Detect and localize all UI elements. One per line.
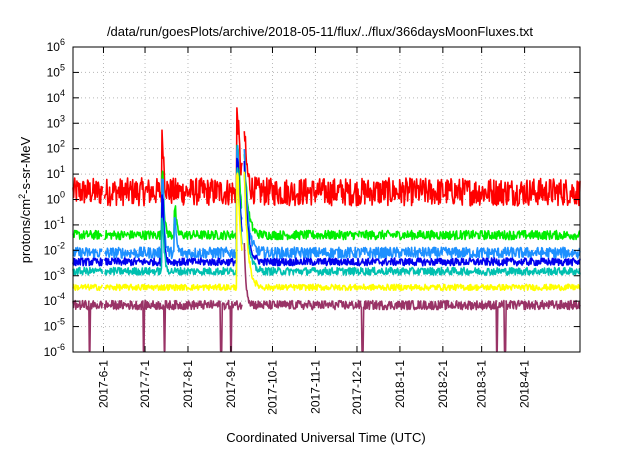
x-tick-label: 2018-3-1 bbox=[475, 360, 489, 408]
y-axis-label: protons/cm2-s-sr-MeV bbox=[17, 136, 33, 263]
x-tick-label: 2017-7-1 bbox=[138, 360, 152, 408]
y-axis-ticks: 10-6 10-5 10-4 10-3 10-2 10-1 100 101 102 103 104 1… bbox=[44, 37, 580, 359]
y-tick-label: 102 bbox=[47, 139, 65, 156]
series-line-2 bbox=[72, 144, 581, 260]
series-line-4 bbox=[72, 167, 581, 276]
x-tick-label: 2018-1-1 bbox=[393, 360, 407, 408]
x-axis-label: Coordinated Universal Time (UTC) bbox=[226, 430, 425, 445]
chart-title: /data/run/goesPlots/archive/2018-05-11/f… bbox=[107, 24, 533, 39]
y-tick-label: 104 bbox=[47, 88, 65, 105]
x-tick-label: 2017-8-1 bbox=[181, 360, 195, 408]
y-tick-label: 10-5 bbox=[44, 317, 65, 334]
series-line-3 bbox=[72, 157, 581, 267]
series-line-6 bbox=[72, 242, 581, 352]
y-tick-label: 10-4 bbox=[44, 291, 65, 308]
x-tick-label: 2017-9-1 bbox=[224, 360, 238, 408]
series-line-5 bbox=[72, 171, 581, 292]
y-tick-label: 10-1 bbox=[44, 215, 65, 232]
x-tick-label: 2017-12-1 bbox=[350, 360, 364, 415]
x-axis-ticks: 2017-6-1 2017-7-1 2017-8-1 2017-9-1 2017-10-… bbox=[96, 47, 532, 415]
series-group bbox=[72, 107, 581, 352]
x-tick-label: 2017-10-1 bbox=[265, 360, 279, 415]
y-tick-label: 106 bbox=[47, 37, 65, 54]
y-tick-label: 10-2 bbox=[44, 240, 65, 257]
x-tick-label: 2017-11-1 bbox=[308, 360, 322, 414]
y-tick-label: 10-6 bbox=[44, 342, 65, 359]
y-tick-label: 100 bbox=[47, 190, 65, 207]
x-tick-label: 2018-4-1 bbox=[518, 360, 532, 408]
y-tick-label: 101 bbox=[47, 164, 65, 181]
x-tick-label: 2018-2-1 bbox=[436, 360, 450, 408]
x-tick-label: 2017-6-1 bbox=[96, 360, 110, 408]
y-tick-label: 103 bbox=[47, 113, 65, 130]
y-tick-label: 105 bbox=[47, 62, 65, 79]
series-line-0 bbox=[72, 107, 581, 207]
y-tick-label: 10-3 bbox=[44, 266, 65, 283]
